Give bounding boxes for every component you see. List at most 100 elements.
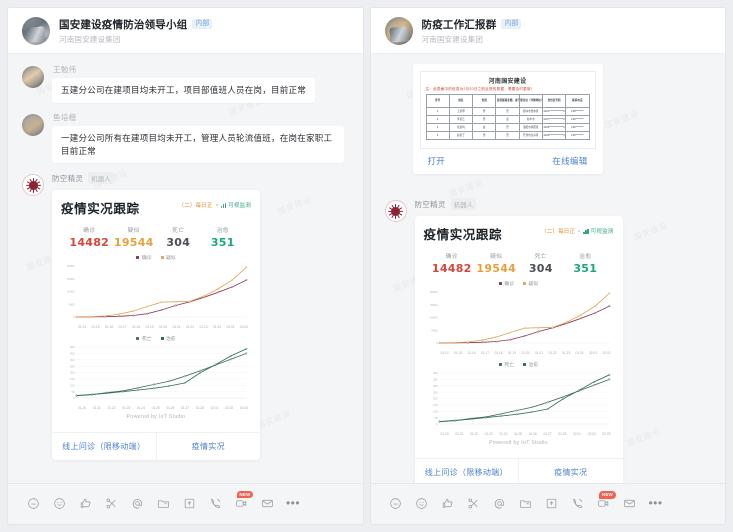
x-tick-label: 01.15 <box>91 325 100 330</box>
line-chart-confirmed-suspected: 0 5000 10000 15000 20000 <box>424 288 614 350</box>
message-item[interactable]: 王勉伟 五建分公司在建项目均未开工，项目部值班人员在岗，目前正常 <box>22 64 349 103</box>
composer-toolbar-right[interactable]: NEW ••• <box>370 483 725 524</box>
x-tick-label: 01.23 <box>199 325 208 330</box>
phone-icon[interactable] <box>565 492 591 514</box>
online-consult-button[interactable]: 线上问诊（限移动端） <box>424 468 508 477</box>
svg-text:20000: 20000 <box>67 264 75 268</box>
svg-text:400: 400 <box>432 371 437 375</box>
bot-message-item[interactable]: 防空精灵 机器人 疫情实况跟踪 （二）每日正 <box>22 172 349 461</box>
message-list-left[interactable]: 国安建设 国安建设 国安建设 国安建设 国安建设 国安建设 国安建设 国安建设 … <box>8 54 363 483</box>
x-tick-label: 01.20 <box>78 406 86 411</box>
folder-icon[interactable] <box>513 492 539 514</box>
file-message-item[interactable]: 河南国安建设 注：此表格中的信息为2月20日之前反馈的数据，需要及时更新！ 序号… <box>412 64 712 174</box>
more-icon[interactable]: ••• <box>648 496 663 511</box>
x-tick-label: 01.19 <box>508 351 516 355</box>
thumbs-up-icon[interactable] <box>435 492 461 514</box>
chart-2-xaxis: 01.20 01.21 01.22 01.23 01.24 01.25 01.26 01.27… <box>424 431 614 436</box>
svg-text:300: 300 <box>432 384 437 388</box>
epidemic-chart-card[interactable]: 疫情实况跟踪 （二）每日正 可视监测 <box>414 216 623 484</box>
chart-2-xaxis: 01.20 01.21 01.22 01.23 01.24 01.25 01.26 01.27… <box>61 405 251 410</box>
at-mention-icon[interactable] <box>124 492 150 514</box>
svg-text:5000: 5000 <box>431 328 438 332</box>
new-badge: NEW <box>599 491 616 499</box>
svg-text:350: 350 <box>70 352 75 356</box>
spreadsheet-file-card[interactable]: 河南国安建设 注：此表格中的信息为2月20日之前反馈的数据，需要及时更新！ 序号… <box>412 64 603 174</box>
table-row: 3张某丙女否洛阳市涧西区4103**************1007136***… <box>425 122 590 132</box>
table-cell: 王某甲 <box>448 106 474 116</box>
x-tick-label: 01.24 <box>499 432 508 436</box>
chat-header-left: 国安建设疫情防治领导小组 内部 河南国安建设集团 <box>8 8 363 54</box>
smiley-icon[interactable] <box>46 492 72 514</box>
preview-table: 序号姓名性别是否属湖北籍、或与武汉、湖北人员接触现住址（详细地址）身份证号码联系… <box>425 93 590 140</box>
epidemic-chart-card[interactable]: 疫情实况跟踪 （二）每日正 可视监测 <box>52 190 261 461</box>
svg-text:10000: 10000 <box>67 290 75 294</box>
powered-by-label: Powered by IoT Studio <box>489 440 548 446</box>
svg-text:0: 0 <box>436 341 438 345</box>
video-icon[interactable]: NEW <box>591 491 617 514</box>
scissors-icon[interactable] <box>461 492 487 514</box>
chart-legend-2: 死亡 治愈 <box>424 355 614 369</box>
file-upload-icon[interactable] <box>176 492 202 514</box>
svg-text:0: 0 <box>73 315 75 319</box>
x-tick-label: 01.21 <box>172 325 181 330</box>
online-consult-button[interactable]: 线上问诊（限移动端） <box>62 442 146 452</box>
bot-name: 防空精灵 <box>52 173 84 183</box>
more-icon[interactable]: ••• <box>285 496 301 510</box>
table-cell: 郑州市金水区 <box>518 106 543 116</box>
svg-text:100: 100 <box>432 409 437 413</box>
composer-toolbar-left[interactable]: NEW ••• <box>8 483 363 524</box>
x-tick-label: 02.01 <box>210 406 219 411</box>
svg-text:200: 200 <box>432 397 437 401</box>
chart-legend-1: 确诊 疑似 <box>61 251 251 262</box>
group-avatar <box>22 16 50 45</box>
table-cell: 赵某丁 <box>448 130 474 140</box>
emoji-icon[interactable] <box>383 492 409 514</box>
epidemic-status-button[interactable]: 疫情实况 <box>518 459 623 484</box>
svg-text:0: 0 <box>436 422 438 426</box>
edit-online-button[interactable]: 在线编辑 <box>552 156 588 166</box>
x-tick-label: 02.02 <box>587 432 596 436</box>
video-icon[interactable]: NEW <box>228 491 254 514</box>
bot-message-item[interactable]: 防空精灵 机器人 疫情实况跟踪 （二）每日正 <box>384 198 712 484</box>
table-column-header: 序号 <box>425 93 450 108</box>
file-upload-icon[interactable] <box>539 492 565 514</box>
x-tick-label: 01.14 <box>78 325 86 330</box>
x-tick-label: 01.25 <box>514 432 523 436</box>
message-list-right[interactable]: 国安建设 国安建设 国安建设 国安建设 国安建设 国安建设 国安建设 国安建设 … <box>371 54 726 484</box>
svg-text:200: 200 <box>70 371 75 375</box>
chat-title: 国安建设疫情防治领导小组 <box>59 18 188 31</box>
smiley-icon[interactable] <box>409 492 435 514</box>
bar-chart-icon <box>583 228 589 234</box>
spreadsheet-preview: 河南国安建设 注：此表格中的信息为2月20日之前反馈的数据，需要及时更新！ 序号… <box>419 71 596 149</box>
folder-icon[interactable] <box>150 492 176 514</box>
x-tick-label: 01.24 <box>136 406 145 411</box>
table-cell: 男 <box>472 130 497 140</box>
x-tick-label: 01.17 <box>118 325 127 330</box>
chart-1-xaxis: 01.14 01.15 01.16 01.17 01.18 01.19 01.20 01.21… <box>424 350 614 355</box>
message-item[interactable]: 鱼培楷 一建分公司所有在建项目均未开工，管理人员轮流值班，在岗在家职工目前正常 <box>22 112 349 164</box>
emoji-icon[interactable] <box>20 492 46 514</box>
mail-icon[interactable] <box>617 492 643 514</box>
chart-1-xaxis: 01.14 01.15 01.16 01.17 01.18 01.19 01.20 01.21… <box>61 324 251 329</box>
at-mention-icon[interactable] <box>487 492 513 514</box>
table-cell: 新乡市 <box>518 114 543 124</box>
scissors-icon[interactable] <box>98 492 124 514</box>
table-cell: 女 <box>472 122 497 132</box>
thumbs-up-icon[interactable] <box>72 492 98 514</box>
open-file-button[interactable]: 打开 <box>427 156 446 166</box>
table-cell: 138******** <box>565 106 590 116</box>
line-chart-deaths-recovered: 0 50 100 150 200 250 300 350 400 <box>424 369 614 431</box>
table-column-header: 姓名 <box>448 93 474 108</box>
table-cell: 开封市龙亭区 <box>518 130 543 140</box>
x-tick-label: 01.20 <box>440 432 449 436</box>
chart-legend-1: 确诊 疑似 <box>424 277 614 288</box>
mail-icon[interactable] <box>254 492 280 514</box>
table-cell: 139******** <box>565 114 590 124</box>
x-tick-label: 01.23 <box>484 432 493 436</box>
x-tick-label: 01.22 <box>107 406 116 411</box>
epidemic-status-button[interactable]: 疫情实况 <box>155 433 261 461</box>
table-cell: 张某丙 <box>448 122 474 132</box>
table-cell: 136******** <box>565 122 590 132</box>
phone-icon[interactable] <box>202 492 228 514</box>
